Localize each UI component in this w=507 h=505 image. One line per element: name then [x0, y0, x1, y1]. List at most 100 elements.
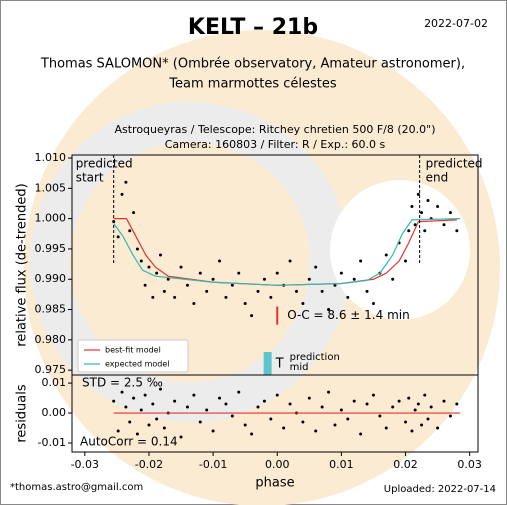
data-point	[250, 314, 254, 318]
data-point	[218, 396, 222, 400]
data-point	[407, 229, 411, 233]
legend	[77, 339, 189, 373]
data-point	[288, 259, 292, 263]
data-point	[420, 423, 424, 427]
y-tick-label: 0.980	[35, 333, 67, 346]
data-point	[166, 277, 170, 281]
data-point	[179, 435, 183, 439]
data-point	[155, 417, 159, 421]
y-tick-label: 0.990	[35, 272, 67, 285]
data-point	[173, 295, 177, 299]
author: Thomas SALOMON* (Ombrée observatory, Ama…	[40, 57, 465, 72]
predicted-label: end	[426, 171, 449, 185]
data-point	[327, 308, 331, 312]
data-point	[218, 259, 222, 263]
data-point	[307, 277, 311, 281]
data-point	[159, 253, 163, 257]
data-point	[224, 402, 228, 406]
data-point	[423, 229, 427, 233]
x-axis-label: phase	[255, 476, 294, 491]
data-point	[132, 396, 136, 400]
data-point	[116, 429, 120, 433]
data-point	[205, 289, 209, 293]
data-point	[120, 390, 124, 394]
prediction-label: mid	[290, 362, 309, 373]
data-point	[429, 405, 433, 409]
data-point	[185, 405, 189, 409]
oc-bar	[276, 306, 279, 325]
data-point	[282, 426, 286, 430]
prediction-bar	[263, 351, 272, 375]
data-point	[339, 271, 343, 275]
data-point	[243, 423, 247, 427]
data-point	[436, 426, 440, 430]
data-point	[155, 271, 159, 275]
data-point	[333, 283, 337, 287]
data-point	[410, 429, 414, 433]
data-point	[442, 399, 446, 403]
data-point	[151, 402, 155, 406]
data-point	[198, 420, 202, 424]
data-point	[162, 426, 166, 430]
data-point	[256, 289, 260, 293]
predicted-label: predicted	[426, 157, 483, 171]
data-point	[211, 277, 215, 281]
y-axis-label: residuals	[15, 384, 30, 443]
data-point	[192, 301, 196, 305]
data-point	[365, 402, 369, 406]
data-point	[407, 396, 411, 400]
data-point	[301, 301, 305, 305]
data-point	[116, 235, 120, 239]
x-tick-label: 0.01	[329, 458, 354, 471]
data-point	[224, 295, 228, 299]
data-point	[256, 405, 260, 409]
data-point	[250, 432, 254, 436]
data-point	[120, 192, 124, 196]
data-point	[128, 229, 132, 233]
data-point	[416, 402, 420, 406]
data-point	[314, 265, 318, 269]
prediction-label: T	[275, 357, 284, 372]
x-tick-label: -0.03	[71, 458, 99, 471]
data-point	[365, 289, 369, 293]
data-point	[185, 283, 189, 287]
data-point	[143, 393, 147, 397]
data-point	[112, 399, 116, 403]
data-point	[455, 229, 459, 233]
data-point	[333, 423, 337, 427]
data-point	[205, 408, 209, 412]
data-point	[301, 420, 305, 424]
y-tick-label: 1.000	[35, 212, 67, 225]
data-point	[410, 205, 414, 209]
data-point	[442, 223, 446, 227]
predicted-label: start	[76, 171, 104, 185]
x-tick-label: 0.02	[393, 458, 418, 471]
data-point	[275, 271, 279, 275]
x-tick-label: -0.01	[199, 458, 227, 471]
data-point	[147, 423, 151, 427]
data-point	[179, 265, 183, 269]
data-point	[378, 414, 382, 418]
y-tick-label: 0.995	[35, 242, 67, 255]
data-point	[198, 271, 202, 275]
data-point	[211, 429, 215, 433]
data-point	[159, 387, 163, 391]
model-line	[113, 218, 461, 286]
team: Team marmottes célestes	[168, 77, 337, 92]
data-point	[288, 402, 292, 406]
data-point	[391, 405, 395, 409]
data-point	[143, 283, 147, 287]
data-point	[416, 192, 420, 196]
y-tick-label: 1.010	[35, 151, 67, 164]
data-point	[147, 265, 151, 269]
data-point	[135, 432, 139, 436]
watermark	[24, 30, 500, 505]
data-point	[352, 399, 356, 403]
data-point	[384, 426, 388, 430]
autocorr-label: AutoCorr = 0.14	[80, 435, 178, 449]
data-point	[192, 393, 196, 397]
data-point	[426, 198, 430, 202]
data-point	[237, 271, 241, 275]
data-point	[384, 253, 388, 257]
